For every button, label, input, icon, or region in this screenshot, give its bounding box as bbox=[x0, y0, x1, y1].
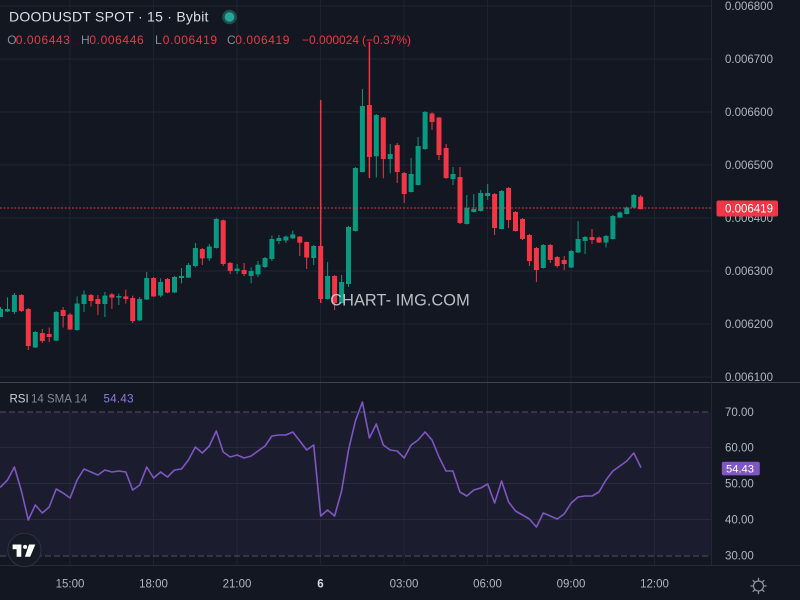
svg-text:0.006700: 0.006700 bbox=[725, 54, 773, 66]
svg-text:L: L bbox=[155, 33, 162, 47]
svg-text:12:00: 12:00 bbox=[640, 579, 669, 591]
svg-text:15:00: 15:00 bbox=[56, 579, 85, 591]
svg-text:0.006500: 0.006500 bbox=[725, 160, 773, 172]
svg-text:DOODUSDT SPOT · 15 · Bybit: DOODUSDT SPOT · 15 · Bybit bbox=[9, 9, 209, 25]
svg-text:50.00: 50.00 bbox=[725, 479, 754, 491]
svg-text:54.43: 54.43 bbox=[104, 393, 134, 405]
svg-text:O: O bbox=[7, 33, 16, 47]
svg-text:−0.000024: −0.000024 bbox=[302, 33, 359, 47]
svg-text:40.00: 40.00 bbox=[725, 515, 754, 527]
svg-text:60.00: 60.00 bbox=[725, 443, 754, 455]
svg-text:0.006800: 0.006800 bbox=[725, 1, 773, 13]
svg-text:6: 6 bbox=[317, 579, 323, 591]
svg-text:0.006100: 0.006100 bbox=[725, 372, 773, 384]
svg-text:0.006600: 0.006600 bbox=[725, 107, 773, 119]
svg-text:0.006446: 0.006446 bbox=[89, 33, 144, 47]
svg-text:C: C bbox=[227, 33, 236, 47]
svg-text:18:00: 18:00 bbox=[139, 579, 168, 591]
svg-text:14 SMA 14: 14 SMA 14 bbox=[31, 393, 88, 405]
svg-text:RSI: RSI bbox=[10, 393, 29, 405]
svg-text:06:00: 06:00 bbox=[473, 579, 502, 591]
svg-text:H: H bbox=[81, 33, 90, 47]
svg-text:70.00: 70.00 bbox=[725, 407, 754, 419]
svg-text:0.006419: 0.006419 bbox=[235, 33, 290, 47]
svg-text:CHART- IMG.COM: CHART- IMG.COM bbox=[330, 292, 470, 310]
svg-text:(−0.37%): (−0.37%) bbox=[362, 33, 411, 47]
svg-text:54.43: 54.43 bbox=[726, 464, 754, 476]
svg-text:0.006200: 0.006200 bbox=[725, 319, 773, 331]
svg-text:0.006443: 0.006443 bbox=[16, 33, 71, 47]
svg-text:0.006300: 0.006300 bbox=[725, 266, 773, 278]
svg-text:09:00: 09:00 bbox=[557, 579, 586, 591]
svg-text:03:00: 03:00 bbox=[390, 579, 419, 591]
svg-text:0.006419: 0.006419 bbox=[725, 204, 773, 216]
svg-text:0.006419: 0.006419 bbox=[163, 33, 218, 47]
svg-text:30.00: 30.00 bbox=[725, 551, 754, 563]
svg-text:21:00: 21:00 bbox=[223, 579, 252, 591]
